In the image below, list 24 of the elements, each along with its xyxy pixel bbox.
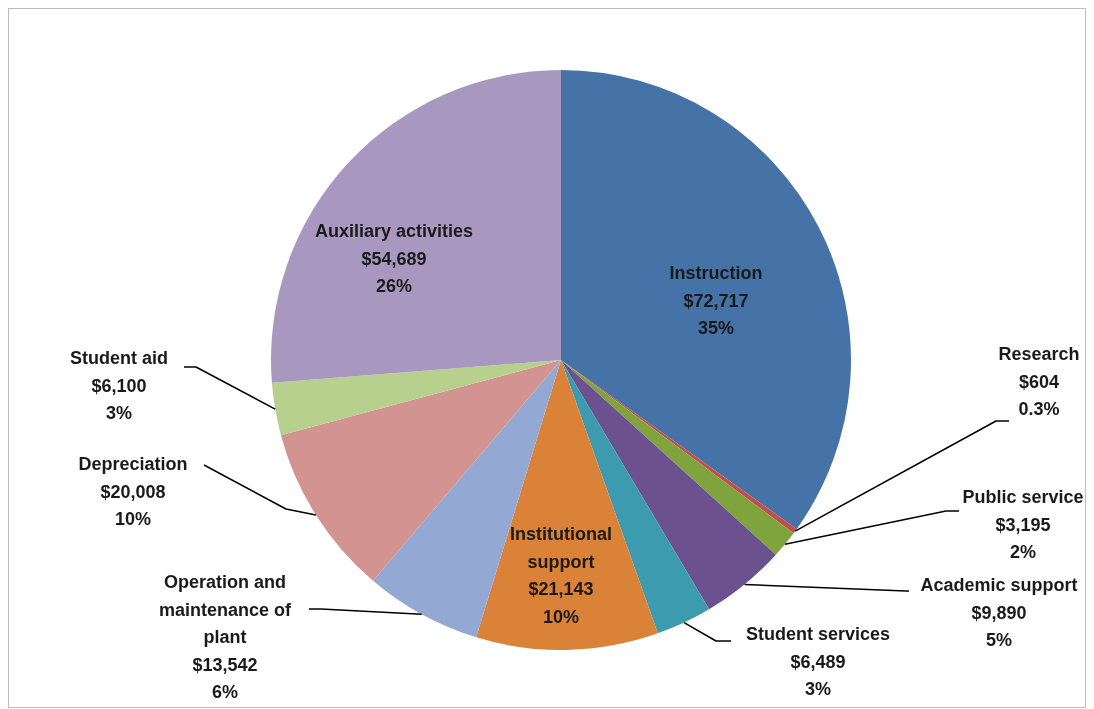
data-label: $604 0.3% [1018,371,1060,419]
slice-label: Academic support [920,575,1078,595]
slice-label: Auxiliary activities [314,221,474,241]
data-label: $72,717 35% [683,290,749,338]
data-label: $6,489 3% [790,651,846,699]
data-label: $20,008 10% [100,481,166,529]
slice-label: Operation and maintenance of plant [158,572,293,647]
slice-label: Institutional support [510,524,612,572]
data-label: $21,143 10% [528,579,594,627]
pie-slice [561,70,851,529]
pie-slice [271,360,561,436]
data-label: $3,195 2% [995,514,1051,562]
data-label: $9,890 5% [971,602,1027,650]
slice-label: Student aid [70,348,168,368]
pie-slice [476,360,658,650]
data-label: $6,100 3% [91,375,147,423]
data-label: $54,689 26% [361,248,427,296]
slice-label: Depreciation [78,454,188,474]
slice-label: Student services [745,624,891,644]
data-label: $13,542 6% [192,654,258,702]
slice-label: Research [998,344,1080,364]
slice-label: Instruction [669,263,763,283]
slice-label: Public service [962,487,1084,507]
pie-slice [271,70,561,383]
